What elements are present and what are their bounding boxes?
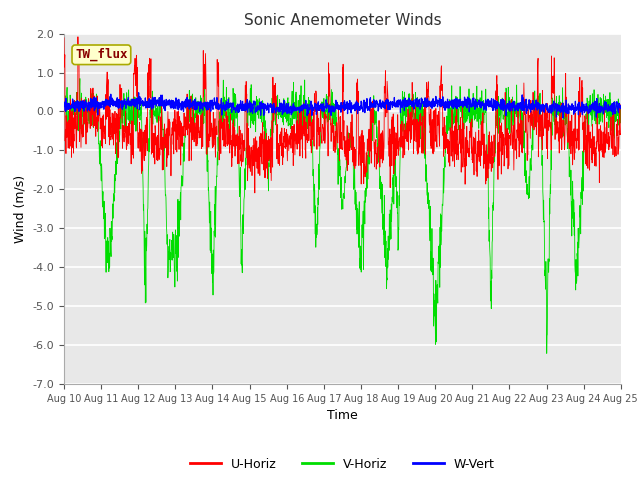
V-Horiz: [617, 114, 625, 120]
U-Horiz: [74, 34, 82, 40]
W-Vert: [617, 105, 625, 111]
Text: TW_flux: TW_flux: [75, 48, 127, 61]
V-Horiz: [60, 112, 68, 118]
Legend: U-Horiz, V-Horiz, W-Vert: U-Horiz, V-Horiz, W-Vert: [185, 453, 500, 476]
U-Horiz: [617, 131, 625, 137]
U-Horiz: [251, 190, 259, 196]
Line: U-Horiz: U-Horiz: [64, 37, 621, 193]
W-Vert: [316, 104, 324, 110]
V-Horiz: [89, 108, 97, 113]
Y-axis label: Wind (m/s): Wind (m/s): [14, 175, 27, 243]
W-Vert: [499, 101, 506, 107]
V-Horiz: [602, 108, 609, 114]
V-Horiz: [331, 123, 339, 129]
U-Horiz: [499, 138, 507, 144]
W-Vert: [88, 100, 96, 106]
Title: Sonic Anemometer Winds: Sonic Anemometer Winds: [244, 13, 441, 28]
U-Horiz: [89, 111, 97, 117]
Line: W-Vert: W-Vert: [64, 93, 621, 118]
U-Horiz: [317, 101, 324, 107]
W-Vert: [331, 108, 339, 113]
Line: V-Horiz: V-Horiz: [64, 79, 621, 353]
U-Horiz: [602, 131, 609, 137]
U-Horiz: [60, 35, 68, 41]
W-Vert: [601, 99, 609, 105]
V-Horiz: [76, 76, 84, 82]
U-Horiz: [601, 150, 609, 156]
U-Horiz: [332, 129, 339, 134]
W-Vert: [135, 90, 143, 96]
W-Vert: [559, 115, 567, 121]
W-Vert: [60, 107, 68, 113]
V-Horiz: [499, 106, 506, 112]
X-axis label: Time: Time: [327, 409, 358, 422]
V-Horiz: [543, 350, 550, 356]
W-Vert: [602, 107, 609, 113]
V-Horiz: [601, 100, 609, 106]
V-Horiz: [316, 141, 324, 146]
